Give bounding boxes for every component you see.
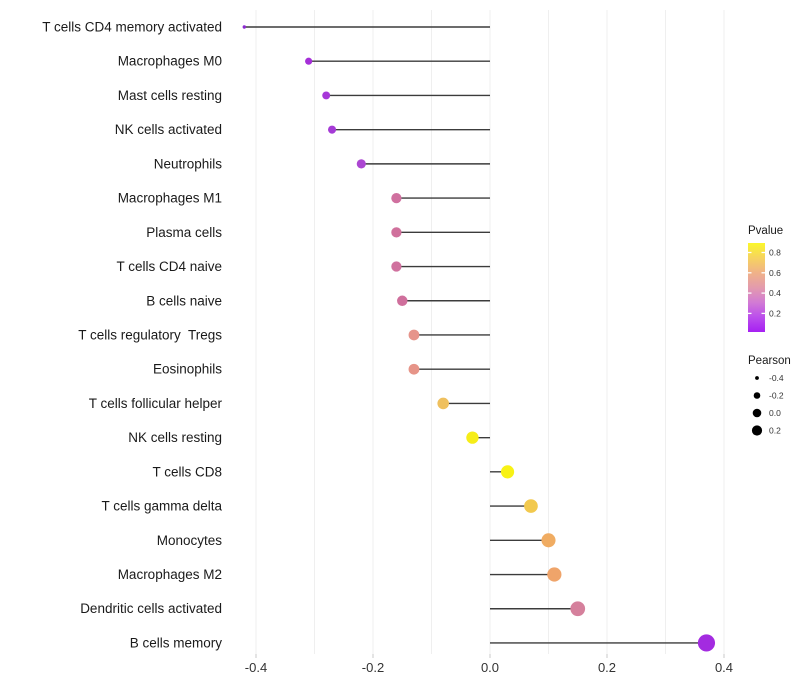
y-axis-label: T cells CD4 memory activated [42, 20, 222, 35]
x-axis-tick-label: -0.4 [245, 660, 267, 675]
lollipop-dot [437, 397, 449, 410]
lollipop-dot [524, 499, 538, 513]
y-axis-label: Macrophages M2 [118, 567, 222, 582]
pvalue-tick-label: 0.4 [769, 288, 781, 298]
y-axis-label: T cells follicular helper [89, 396, 223, 411]
y-axis-label: Eosinophils [153, 362, 222, 377]
lollipop-dot [391, 192, 402, 204]
pvalue-tick-label: 0.6 [769, 268, 781, 278]
y-axis-label: B cells memory [130, 635, 223, 650]
lollipop-dot [541, 533, 556, 548]
pearson-legend-title: Pearson [748, 355, 791, 367]
lollipop-dot [408, 329, 420, 341]
lollipop-dot [408, 363, 420, 375]
y-axis-label: Monocytes [157, 533, 223, 548]
pearson-legend-label: 0.0 [769, 408, 781, 418]
lollipop-dot [391, 227, 402, 238]
pvalue-legend-title: Pvalue [748, 225, 783, 237]
y-axis-label: T cells CD8 [152, 464, 222, 479]
y-axis-label: T cells gamma delta [101, 499, 222, 514]
pvalue-tick-label: 0.2 [769, 308, 781, 318]
y-axis-label: NK cells activated [115, 122, 222, 137]
lollipop-dot [322, 91, 331, 100]
y-axis-label: Dendritic cells activated [80, 601, 222, 616]
lollipop-dot [697, 634, 716, 652]
lollipop-dot [391, 261, 402, 272]
pearson-legend-label: 0.2 [769, 426, 781, 436]
y-axis-label: T cells regulatory Tregs [78, 327, 222, 342]
y-axis-label: NK cells resting [128, 430, 222, 445]
lollipop-dot [356, 159, 366, 169]
y-axis-label: T cells CD4 naive [116, 259, 222, 274]
lollipop-dot [328, 125, 337, 134]
y-axis-label: Macrophages M0 [118, 54, 222, 69]
y-axis-label: Neutrophils [154, 156, 223, 171]
y-axis-label: B cells naive [146, 293, 222, 308]
x-axis-tick-label: -0.2 [362, 660, 384, 675]
x-axis-tick-label: 0.2 [598, 660, 616, 675]
pearson-legend-label: -0.4 [769, 373, 784, 383]
lollipop-dot [397, 295, 408, 306]
pearson-legend-dot [755, 376, 759, 380]
lollipop-dot [570, 601, 586, 617]
lollipop-dot [466, 431, 479, 444]
pvalue-colorbar [748, 243, 765, 332]
pvalue-tick-label: 0.8 [769, 248, 781, 258]
y-axis-label: Macrophages M1 [118, 191, 222, 206]
pearson-legend-dot [751, 425, 763, 436]
x-axis-tick-label: 0.0 [481, 660, 499, 675]
y-axis-label: Plasma cells [146, 225, 222, 240]
lollipop-dot [242, 25, 246, 29]
lollipop-dot [305, 57, 313, 65]
pearson-legend-label: -0.2 [769, 391, 784, 401]
pearson-legend-dot [753, 392, 761, 399]
y-axis-label: Mast cells resting [118, 88, 222, 103]
lollipop-dot [547, 567, 562, 582]
pearson-legend-dot [752, 408, 762, 418]
lollipop-dot [500, 465, 515, 479]
x-axis-tick-label: 0.4 [715, 660, 733, 675]
